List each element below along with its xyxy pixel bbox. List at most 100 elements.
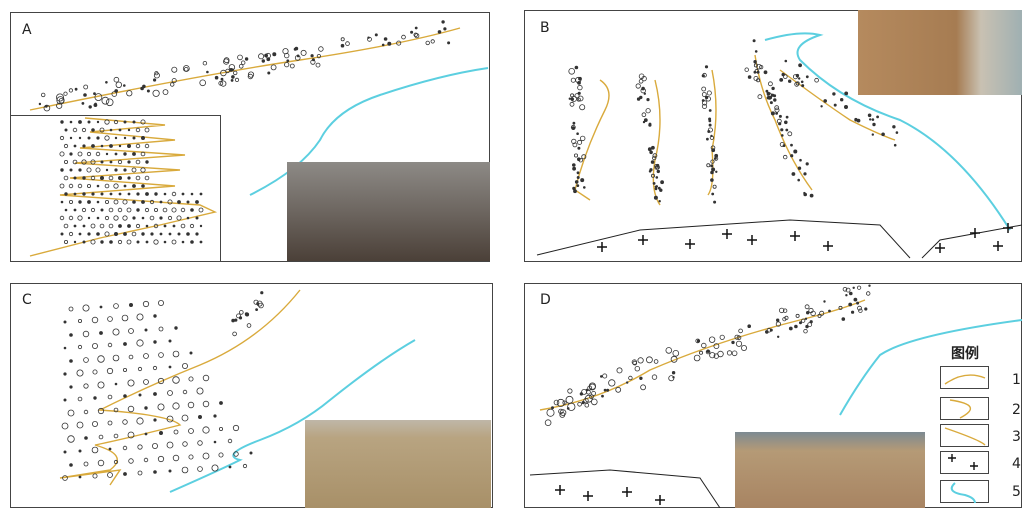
point: [45, 105, 47, 107]
point: [739, 329, 743, 333]
point: [110, 193, 112, 195]
point: [235, 78, 238, 81]
point: [154, 471, 157, 474]
point: [806, 163, 808, 165]
point: [444, 28, 446, 30]
point: [106, 99, 113, 106]
point: [262, 60, 265, 63]
point: [115, 169, 117, 171]
point: [70, 386, 72, 388]
point: [137, 209, 140, 212]
point: [854, 298, 857, 301]
point: [346, 42, 350, 46]
point: [151, 233, 153, 235]
point: [245, 58, 248, 61]
point: [197, 388, 203, 394]
point: [182, 467, 188, 473]
point: [865, 308, 867, 310]
point: [651, 146, 654, 149]
point: [89, 106, 92, 109]
point: [580, 136, 585, 141]
point: [91, 224, 95, 228]
point: [568, 389, 572, 393]
point: [88, 233, 90, 235]
point: [877, 116, 879, 118]
point: [85, 437, 88, 440]
point: [137, 193, 139, 195]
point: [84, 94, 87, 97]
point: [137, 418, 143, 424]
point: [650, 169, 652, 171]
point: [102, 97, 109, 104]
point: [712, 168, 715, 171]
point: [145, 208, 148, 211]
point: [642, 113, 646, 117]
point: [122, 315, 128, 321]
point: [271, 65, 276, 70]
point: [247, 324, 251, 328]
point: [128, 380, 134, 386]
point: [285, 62, 289, 66]
point: [411, 31, 413, 33]
point: [893, 126, 896, 129]
point: [804, 173, 806, 175]
point: [603, 374, 607, 378]
point: [118, 240, 121, 243]
point: [123, 420, 128, 425]
point: [659, 200, 661, 202]
point: [118, 176, 121, 179]
point: [152, 443, 157, 448]
point: [69, 184, 73, 188]
point: [146, 161, 149, 164]
point: [83, 193, 86, 196]
point: [118, 208, 122, 212]
point: [640, 96, 643, 99]
point: [82, 128, 85, 131]
point: [792, 173, 795, 176]
point: [438, 31, 441, 34]
point: [113, 329, 119, 335]
point: [87, 152, 90, 155]
point: [616, 387, 621, 392]
point: [238, 55, 243, 60]
point: [110, 161, 112, 163]
point: [144, 458, 148, 462]
point: [115, 137, 117, 139]
point: [341, 44, 344, 47]
point: [143, 301, 148, 306]
plus-mark: [747, 235, 757, 245]
shoreline: [840, 320, 1022, 415]
point: [61, 169, 64, 172]
point: [142, 201, 145, 204]
point: [74, 145, 76, 147]
point: [566, 396, 573, 403]
point: [109, 176, 113, 180]
point: [647, 98, 649, 100]
point: [869, 119, 871, 121]
point: [239, 311, 243, 315]
point: [68, 436, 75, 443]
point: [237, 314, 241, 318]
legend-title: 图例: [951, 345, 979, 362]
point: [145, 407, 148, 410]
point: [312, 59, 314, 61]
point: [577, 172, 579, 174]
plus-mark: [622, 487, 632, 497]
point: [78, 319, 81, 322]
point: [173, 351, 179, 357]
point: [123, 216, 127, 220]
point: [768, 82, 772, 86]
point: [711, 165, 713, 167]
point: [88, 137, 90, 139]
point: [894, 144, 896, 146]
point: [650, 151, 653, 154]
point: [129, 459, 134, 464]
point: [295, 47, 298, 50]
point: [147, 90, 149, 92]
point: [635, 366, 640, 371]
legend-symbol: [950, 400, 970, 418]
point: [154, 419, 156, 421]
point: [779, 115, 781, 117]
point: [711, 135, 713, 137]
point: [575, 181, 578, 184]
